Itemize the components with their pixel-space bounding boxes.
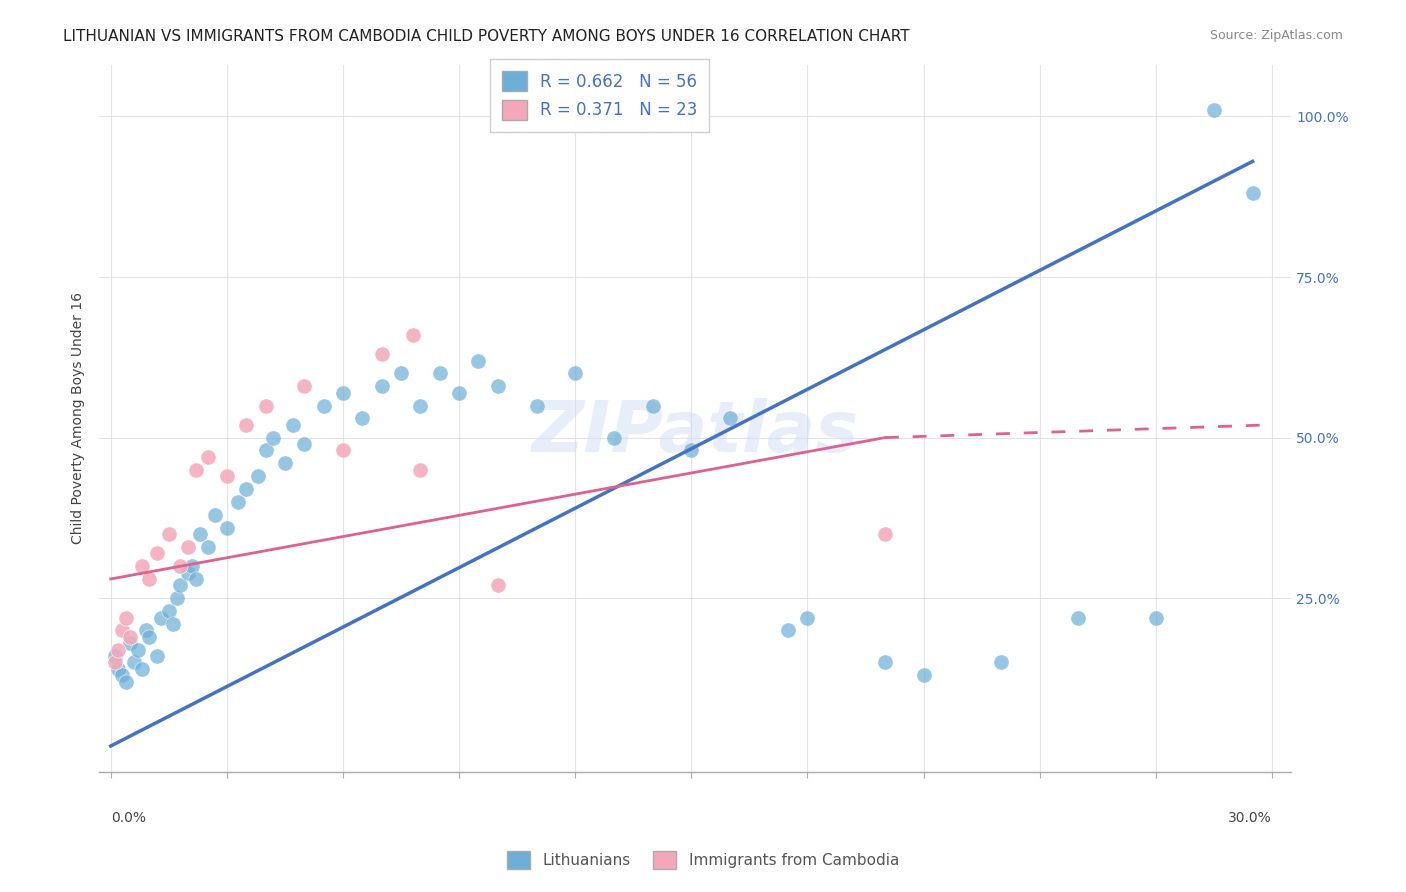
Point	[150, 610, 173, 624]
Point	[429, 367, 451, 381]
Point	[107, 642, 129, 657]
Point	[274, 456, 297, 470]
Text: 30.0%: 30.0%	[1229, 811, 1272, 824]
Point	[115, 610, 138, 624]
Point	[131, 559, 153, 574]
Point	[138, 630, 160, 644]
Point	[352, 411, 374, 425]
Point	[115, 674, 138, 689]
Point	[188, 527, 211, 541]
Point	[204, 508, 226, 522]
Point	[370, 379, 392, 393]
Point	[873, 656, 896, 670]
Point	[1202, 103, 1225, 117]
Point	[122, 656, 145, 670]
Point	[169, 578, 191, 592]
Point	[184, 572, 207, 586]
Point	[157, 604, 180, 618]
Point	[262, 431, 284, 445]
Point	[107, 662, 129, 676]
Point	[292, 379, 315, 393]
Point	[1241, 186, 1264, 201]
Point	[796, 610, 818, 624]
Point	[120, 636, 142, 650]
Point	[312, 399, 335, 413]
Point	[184, 463, 207, 477]
Point	[197, 540, 219, 554]
Point	[197, 450, 219, 464]
Point	[409, 463, 432, 477]
Point	[228, 495, 250, 509]
Point	[166, 591, 188, 606]
Point	[181, 559, 204, 574]
Point	[146, 648, 169, 663]
Point	[177, 566, 200, 580]
Point	[389, 367, 412, 381]
Legend: R = 0.662   N = 56, R = 0.371   N = 23: R = 0.662 N = 56, R = 0.371 N = 23	[491, 59, 710, 131]
Text: ZIPatlas: ZIPatlas	[531, 398, 859, 467]
Point	[104, 648, 127, 663]
Point	[281, 417, 304, 432]
Point	[104, 656, 127, 670]
Text: Source: ZipAtlas.com: Source: ZipAtlas.com	[1209, 29, 1343, 42]
Point	[990, 656, 1012, 670]
Point	[526, 399, 548, 413]
Point	[235, 482, 257, 496]
Point	[681, 443, 703, 458]
Point	[873, 527, 896, 541]
Point	[486, 578, 509, 592]
Point	[409, 399, 432, 413]
Point	[215, 520, 238, 534]
Point	[778, 624, 800, 638]
Point	[246, 469, 269, 483]
Point	[332, 443, 354, 458]
Point	[235, 417, 257, 432]
Point	[603, 431, 626, 445]
Point	[254, 399, 277, 413]
Point	[332, 385, 354, 400]
Point	[292, 437, 315, 451]
Point	[157, 527, 180, 541]
Legend: Lithuanians, Immigrants from Cambodia: Lithuanians, Immigrants from Cambodia	[501, 845, 905, 875]
Point	[564, 367, 586, 381]
Point	[138, 572, 160, 586]
Point	[111, 624, 134, 638]
Point	[718, 411, 741, 425]
Text: 0.0%: 0.0%	[111, 811, 146, 824]
Point	[162, 616, 184, 631]
Point	[467, 353, 489, 368]
Point	[111, 668, 134, 682]
Point	[146, 546, 169, 560]
Point	[912, 668, 935, 682]
Y-axis label: Child Poverty Among Boys Under 16: Child Poverty Among Boys Under 16	[72, 293, 86, 544]
Point	[135, 624, 157, 638]
Point	[169, 559, 191, 574]
Point	[177, 540, 200, 554]
Point	[449, 385, 471, 400]
Point	[370, 347, 392, 361]
Point	[486, 379, 509, 393]
Point	[402, 327, 425, 342]
Point	[1067, 610, 1090, 624]
Point	[1144, 610, 1167, 624]
Point	[131, 662, 153, 676]
Point	[215, 469, 238, 483]
Point	[120, 630, 142, 644]
Point	[254, 443, 277, 458]
Point	[127, 642, 149, 657]
Point	[641, 399, 664, 413]
Text: LITHUANIAN VS IMMIGRANTS FROM CAMBODIA CHILD POVERTY AMONG BOYS UNDER 16 CORRELA: LITHUANIAN VS IMMIGRANTS FROM CAMBODIA C…	[63, 29, 910, 44]
